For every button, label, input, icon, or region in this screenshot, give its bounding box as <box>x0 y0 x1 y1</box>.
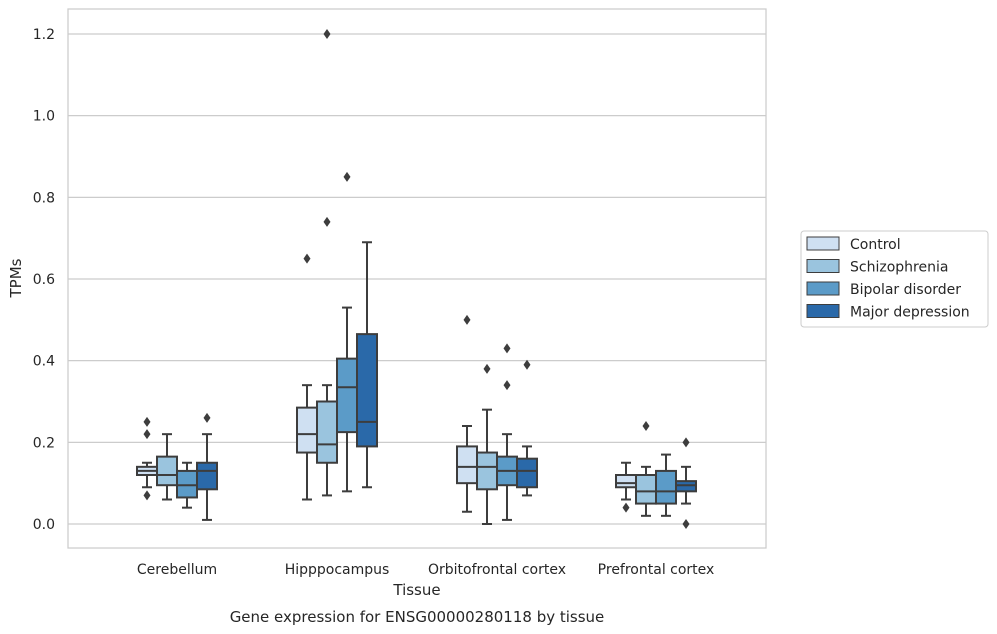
outlier-point <box>463 314 471 325</box>
box-iqr <box>356 333 378 448</box>
legend-label: Schizophrenia <box>850 260 948 276</box>
x-tick-label: Cerebellum <box>137 562 217 578</box>
box-major-depression <box>675 437 697 529</box>
outlier-point <box>523 359 531 370</box>
y-tick-label: 0.2 <box>33 435 55 451</box>
y-tick-label: 1.0 <box>33 109 55 125</box>
box-iqr <box>675 480 697 493</box>
box-iqr <box>156 455 178 487</box>
legend-frame <box>800 230 989 328</box>
box-control <box>456 314 478 513</box>
legend: Control Schizophrenia Bipolar disorder Majo… <box>800 230 989 328</box>
outlier-point <box>143 416 151 427</box>
box-iqr <box>655 469 677 505</box>
x-axis-label: Tissue <box>392 581 440 599</box>
box-major-depression <box>356 241 378 489</box>
legend-swatch <box>806 281 840 296</box>
plot-frame <box>67 8 767 549</box>
x-tick-label: Orbitofrontal cortex <box>428 562 566 578</box>
outlier-point <box>622 502 630 513</box>
box-schizophrenia <box>635 421 657 517</box>
box-control <box>136 416 158 501</box>
legend-label: Control <box>850 237 901 253</box>
outlier-point <box>323 29 331 39</box>
box-groups <box>136 29 697 529</box>
box-iqr <box>456 445 478 485</box>
outlier-point <box>483 363 491 374</box>
outlier-point <box>203 412 211 423</box>
outlier-point <box>503 343 511 354</box>
outlier-point <box>143 429 151 440</box>
box-major-depression <box>196 412 218 521</box>
y-tick-label: 0.0 <box>33 517 55 533</box>
box-iqr <box>316 400 338 464</box>
outlier-point <box>642 421 650 431</box>
y-tick-label: 0.4 <box>33 354 55 370</box>
x-tick-label: Hipppocampus <box>285 562 390 578</box>
legend-swatch <box>806 259 840 273</box>
box-iqr <box>296 406 318 454</box>
outlier-point <box>303 253 311 264</box>
x-tick-label: Prefrontal cortex <box>598 562 715 578</box>
outlier-point <box>323 216 331 227</box>
box-control <box>615 461 637 513</box>
legend-label: Bipolar disorder <box>850 282 961 298</box>
box-iqr <box>196 461 218 491</box>
box-iqr <box>476 451 498 491</box>
y-tick-labels: 0.0 0.2 0.4 0.6 0.8 1.0 1.2 <box>33 27 55 533</box>
chart-caption: Gene expression for ENSG00000280118 by t… <box>230 608 605 626</box>
outlier-point <box>343 171 351 182</box>
outlier-point <box>503 380 511 391</box>
box-iqr <box>336 357 358 434</box>
box-iqr <box>516 457 538 489</box>
box-iqr <box>176 469 198 499</box>
legend-label: Major depression <box>850 305 970 321</box>
gridlines <box>68 33 766 525</box>
y-axis-label: TPMs <box>7 258 25 298</box>
y-tick-label: 1.2 <box>33 27 55 43</box>
outlier-point <box>682 519 690 529</box>
box-control <box>296 253 318 501</box>
outlier-point <box>143 490 151 501</box>
y-tick-label: 0.6 <box>33 272 55 288</box>
legend-swatch <box>806 304 840 318</box>
box-iqr <box>635 474 657 505</box>
box-iqr <box>615 474 637 489</box>
y-tick-label: 0.8 <box>33 190 55 206</box>
box-bipolar-disorder <box>655 453 677 517</box>
legend-swatch <box>806 236 840 251</box>
outlier-point <box>682 437 690 448</box>
box-major-depression <box>516 359 538 497</box>
x-tick-labels: Cerebellum Hipppocampus Orbitofrontal cort… <box>137 562 714 578</box>
box-schizophrenia <box>476 363 498 525</box>
